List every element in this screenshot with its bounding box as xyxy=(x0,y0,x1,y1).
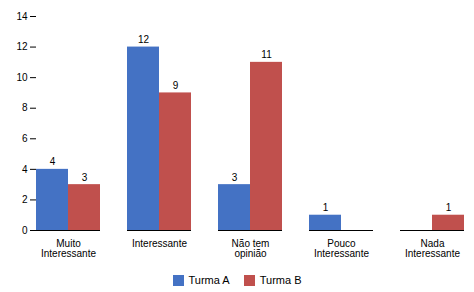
svg-text:8: 8 xyxy=(22,102,28,113)
svg-text:9: 9 xyxy=(173,80,179,91)
svg-text:3: 3 xyxy=(82,172,88,183)
svg-text:Não temopinião: Não temopinião xyxy=(232,238,270,259)
svg-text:12: 12 xyxy=(16,41,28,52)
svg-text:4: 4 xyxy=(50,156,56,167)
svg-text:14: 14 xyxy=(16,11,28,22)
svg-text:PoucoInteressante: PoucoInteressante xyxy=(314,238,369,259)
svg-text:1: 1 xyxy=(323,202,329,213)
svg-text:Interessante: Interessante xyxy=(132,238,187,249)
svg-text:11: 11 xyxy=(261,49,272,60)
svg-text:10: 10 xyxy=(16,72,28,83)
svg-text:2: 2 xyxy=(22,194,28,205)
svg-text:4: 4 xyxy=(22,164,28,175)
svg-text:6: 6 xyxy=(22,133,28,144)
svg-text:3: 3 xyxy=(232,172,238,183)
svg-text:NadaInteressante: NadaInteressante xyxy=(405,238,460,259)
html-text:Turma B: Turma B xyxy=(259,274,302,286)
svg-text:1: 1 xyxy=(446,202,452,213)
svg-text:0: 0 xyxy=(22,225,28,236)
html-text:Turma A: Turma A xyxy=(188,274,230,286)
svg-text:MuitoInteressante: MuitoInteressante xyxy=(41,238,96,259)
svg-text:12: 12 xyxy=(138,34,150,45)
